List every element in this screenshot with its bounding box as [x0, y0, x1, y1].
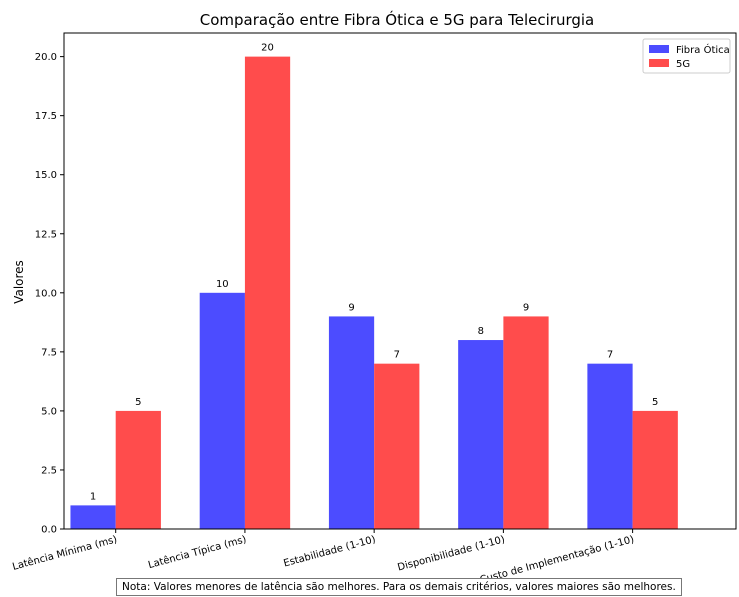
bar-value-label: 5 — [652, 397, 658, 408]
bar-value-label: 7 — [607, 350, 613, 361]
bar-fibra — [587, 363, 633, 529]
legend-swatch-fibra — [649, 45, 669, 53]
y-ticks: 0.0 2.5 5.0 7.5 10.0 12.5 15.0 17.5 20.0 — [35, 52, 64, 536]
bar-fibra — [328, 316, 375, 529]
x-tick-label: Disponibilidade (1-10) — [396, 534, 506, 573]
x-tick-label: Latência Mínima (ms) — [11, 533, 119, 573]
y-tick-label: 10.0 — [35, 288, 57, 299]
bar-5g — [632, 410, 678, 529]
bar-value-label: 20 — [261, 43, 274, 54]
bar-value-label: 1 — [90, 491, 96, 502]
legend-label: Fibra Ótica — [676, 43, 730, 56]
chart-title: Comparação entre Fibra Ótica e 5G para T… — [200, 10, 594, 29]
bar-fibra — [199, 292, 245, 529]
bar-value-label: 10 — [216, 279, 229, 290]
bar-value-label: 5 — [135, 397, 141, 408]
y-tick-label: 12.5 — [35, 229, 57, 240]
bar-5g — [115, 410, 161, 529]
y-tick-label: 5.0 — [41, 406, 57, 417]
y-tick-label: 0.0 — [41, 525, 57, 536]
y-tick-label: 20.0 — [35, 52, 57, 63]
plot-frame — [63, 32, 737, 530]
y-tick-label: 15.0 — [35, 170, 57, 181]
y-tick-label: 2.5 — [41, 465, 57, 476]
bars-group: 1 10 9 8 7 5 20 7 9 5 — [70, 43, 678, 529]
footnote: Nota: Valores menores de latência são me… — [116, 578, 682, 596]
bar-fibra — [70, 505, 116, 529]
y-tick-label: 17.5 — [35, 111, 57, 122]
bar-5g — [374, 363, 420, 529]
bar-value-label: 8 — [478, 326, 484, 337]
bar-value-label: 9 — [348, 302, 354, 313]
bar-fibra — [458, 340, 504, 529]
x-tick-label: Latência Típica (ms) — [147, 533, 248, 571]
legend-swatch-5g — [649, 59, 669, 67]
bar-5g — [503, 316, 549, 529]
legend-label: 5G — [676, 59, 690, 70]
x-tick-label: Estabilidade (1-10) — [282, 534, 377, 569]
y-tick-label: 7.5 — [41, 347, 57, 358]
bar-value-label: 9 — [523, 302, 529, 313]
y-axis-label: Valores — [12, 260, 26, 304]
legend: Fibra Ótica 5G — [642, 38, 731, 74]
bar-value-label: 7 — [394, 350, 400, 361]
bar-5g — [244, 56, 291, 529]
